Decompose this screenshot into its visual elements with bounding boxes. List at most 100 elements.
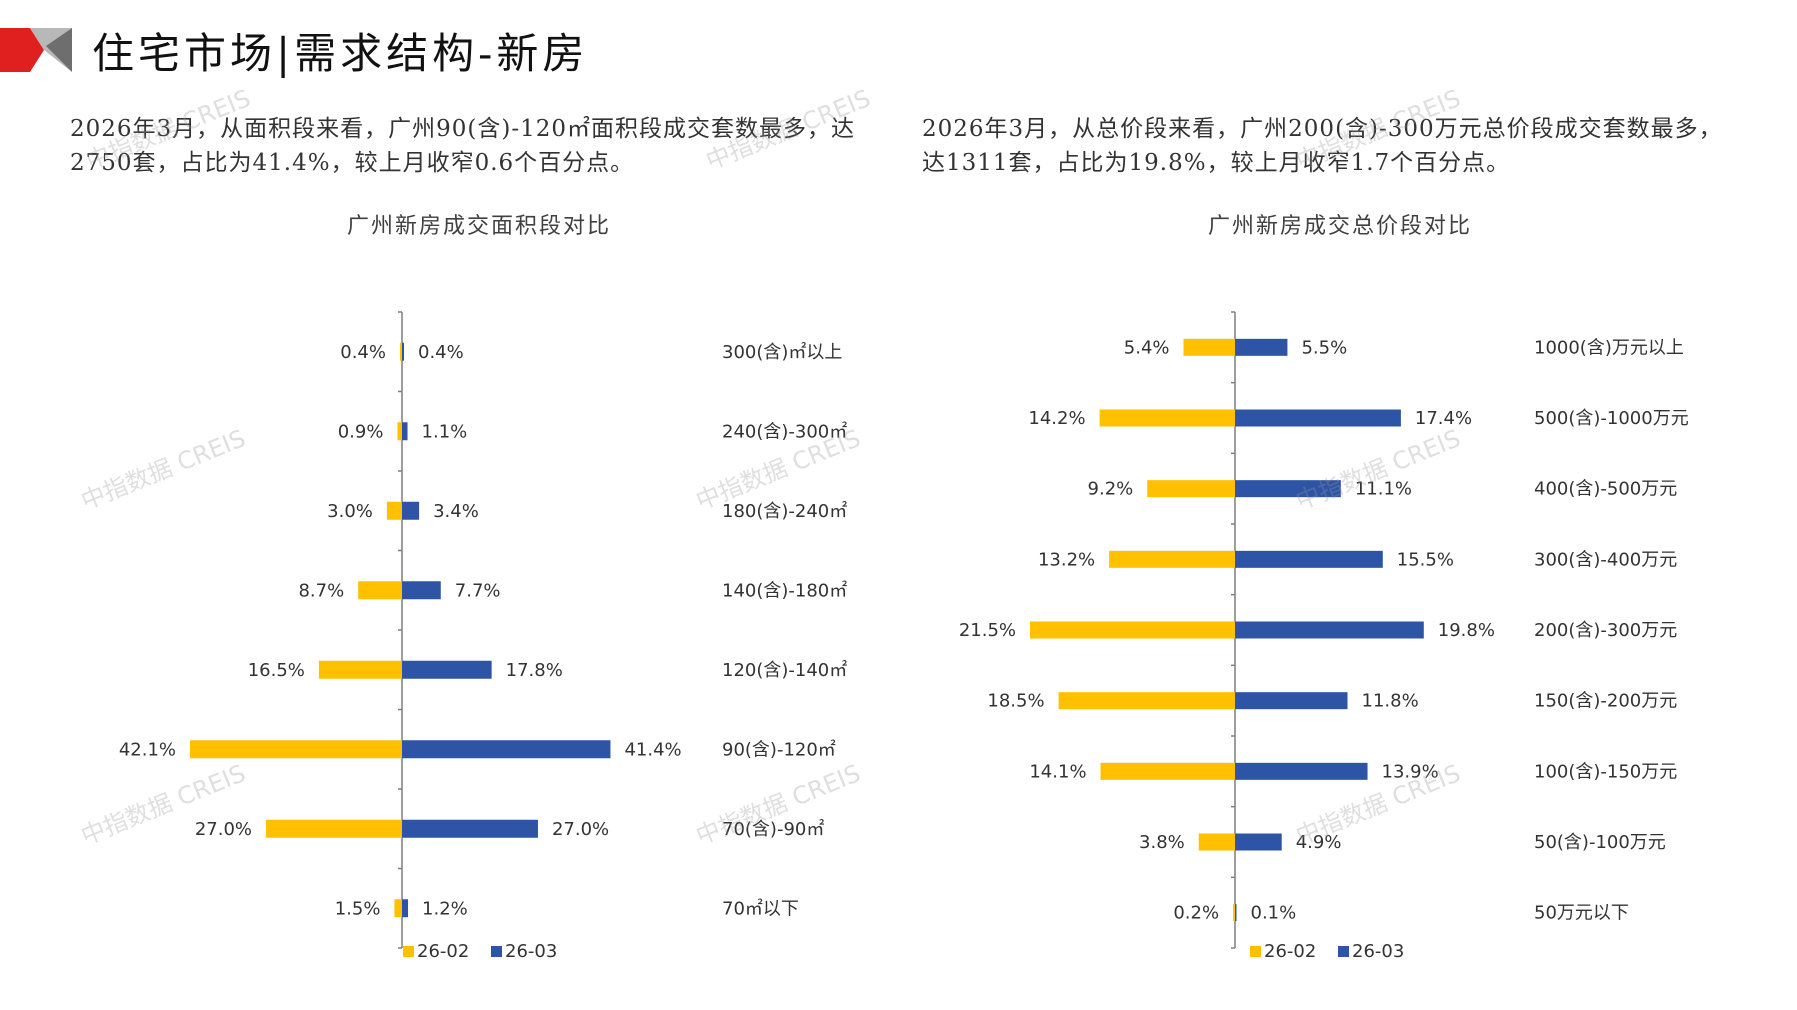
data-label-26-02: 5.4% (1124, 337, 1170, 358)
bar-26-02 (1147, 480, 1235, 498)
bar-26-02 (399, 342, 402, 361)
data-label-26-03: 4.9% (1296, 832, 1342, 853)
data-label-26-02: 21.5% (959, 620, 1016, 641)
bar-26-03 (1235, 338, 1288, 356)
data-label-26-03: 41.4% (624, 739, 681, 760)
category-label: 70㎡以下 (722, 897, 799, 919)
category-label: 90(含)-120㎡ (722, 738, 836, 760)
bar-26-02 (397, 422, 402, 441)
category-label: 50万元以下 (1534, 903, 1629, 924)
bar-26-02 (1058, 692, 1235, 710)
bar-26-03 (1235, 762, 1368, 780)
bar-26-02 (266, 819, 402, 838)
category-label: 100(含)-150万元 (1534, 761, 1677, 782)
category-label: 400(含)-500万元 (1534, 479, 1677, 500)
category-label: 300(含)-400万元 (1534, 549, 1677, 570)
legend-label-26-03: 26-03 (1352, 941, 1404, 962)
data-label-26-02: 0.9% (338, 421, 384, 442)
bar-26-03 (402, 342, 405, 361)
bar-26-02 (1100, 762, 1235, 780)
category-label: 180(含)-240㎡ (722, 500, 847, 522)
data-label-26-02: 1.5% (335, 898, 381, 919)
legend-swatch-26-03 (491, 946, 502, 957)
legend-swatch-26-02 (403, 946, 414, 957)
category-label: 150(含)-200万元 (1534, 691, 1677, 712)
bar-26-02 (358, 581, 402, 600)
data-label-26-03: 3.4% (433, 501, 479, 522)
bar-26-02 (1030, 621, 1235, 639)
chart-title: 广州新房成交面积段对比 (347, 214, 611, 239)
category-label: 300(含)㎡以上 (722, 341, 842, 363)
data-label-26-02: 42.1% (119, 739, 176, 760)
data-label-26-03: 17.4% (1415, 408, 1472, 429)
data-label-26-03: 15.5% (1397, 549, 1454, 570)
legend-swatch-26-02 (1250, 946, 1261, 957)
bar-26-03 (1235, 550, 1383, 568)
bar-26-03 (402, 501, 420, 520)
data-label-26-03: 5.5% (1301, 337, 1347, 358)
bar-26-03 (1235, 692, 1348, 710)
bar-26-02 (394, 899, 402, 918)
data-label-26-03: 1.2% (422, 898, 468, 919)
bar-26-03 (402, 422, 408, 441)
legend-label-26-02: 26-02 (1264, 941, 1316, 962)
area-segment-chart: 广州新房成交面积段对比 0.4% 0.4% 300(含)㎡以上 0.9% 1.1% 240(… (119, 214, 847, 962)
data-label-26-03: 11.8% (1362, 691, 1419, 712)
category-label: 200(含)-300万元 (1534, 620, 1677, 641)
data-label-26-03: 0.4% (418, 342, 464, 363)
data-label-26-02: 0.4% (340, 342, 386, 363)
bar-26-02 (1099, 409, 1235, 427)
category-label: 500(含)-1000万元 (1534, 408, 1689, 429)
category-label: 1000(含)万元以上 (1534, 337, 1684, 358)
data-label-26-02: 3.8% (1139, 832, 1185, 853)
data-label-26-03: 1.1% (422, 421, 468, 442)
bar-26-03 (402, 740, 611, 759)
price-description: 2026年3月，从总价段来看，广州200(含)-300万元总价段成交套数最多，达… (922, 116, 1723, 176)
legend-label-26-02: 26-02 (417, 941, 469, 962)
data-label-26-02: 18.5% (987, 691, 1044, 712)
bar-26-03 (402, 660, 492, 679)
bar-26-02 (318, 660, 402, 679)
data-label-26-02: 16.5% (248, 660, 305, 681)
bar-26-02 (1109, 550, 1235, 568)
page-header: 住宅市场|需求结构-新房 (0, 0, 1797, 100)
bar-26-03 (1235, 833, 1282, 851)
bar-26-03 (1235, 904, 1237, 922)
data-label-26-03: 11.1% (1355, 479, 1412, 500)
data-label-26-02: 14.1% (1029, 761, 1086, 782)
brand-logo-icon (0, 28, 72, 72)
data-label-26-02: 9.2% (1088, 479, 1134, 500)
category-label: 140(含)-180㎡ (722, 579, 847, 601)
bar-26-02 (190, 740, 402, 759)
category-label: 240(含)-300㎡ (722, 420, 847, 442)
area-description: 2026年3月，从面积段来看，广州90(含)-120㎡面积段成交套数最多，达27… (70, 116, 856, 176)
bar-26-02 (1198, 833, 1235, 851)
bar-26-03 (402, 899, 409, 918)
data-label-26-03: 7.7% (455, 580, 501, 601)
legend-label-26-03: 26-03 (505, 941, 557, 962)
data-label-26-02: 13.2% (1038, 549, 1095, 570)
data-label-26-03: 27.0% (552, 819, 609, 840)
legend-swatch-26-03 (1338, 946, 1349, 957)
page-title: 住宅市场|需求结构-新房 (92, 29, 589, 78)
data-label-26-02: 14.2% (1028, 408, 1085, 429)
bar-26-03 (1235, 480, 1341, 498)
data-label-26-03: 13.9% (1382, 761, 1439, 782)
data-label-26-02: 3.0% (327, 501, 373, 522)
bar-26-02 (1233, 904, 1235, 922)
category-label: 120(含)-140㎡ (722, 659, 847, 681)
data-label-26-02: 27.0% (195, 819, 252, 840)
bar-26-03 (1235, 409, 1401, 427)
bar-26-02 (1183, 338, 1235, 356)
category-label: 70(含)-90㎡ (722, 818, 824, 840)
price-segment-chart: 广州新房成交总价段对比 5.4% 5.5% 1000(含)万元以上 14.2% 17.4%… (959, 214, 1689, 962)
chart-title: 广州新房成交总价段对比 (1208, 214, 1472, 239)
bar-26-03 (1235, 621, 1424, 639)
data-label-26-03: 19.8% (1438, 620, 1495, 641)
category-label: 50(含)-100万元 (1534, 832, 1666, 853)
data-label-26-03: 17.8% (506, 660, 563, 681)
bar-26-02 (386, 501, 402, 520)
data-label-26-02: 8.7% (298, 580, 344, 601)
data-label-26-03: 0.1% (1251, 903, 1297, 924)
data-label-26-02: 0.2% (1173, 903, 1219, 924)
